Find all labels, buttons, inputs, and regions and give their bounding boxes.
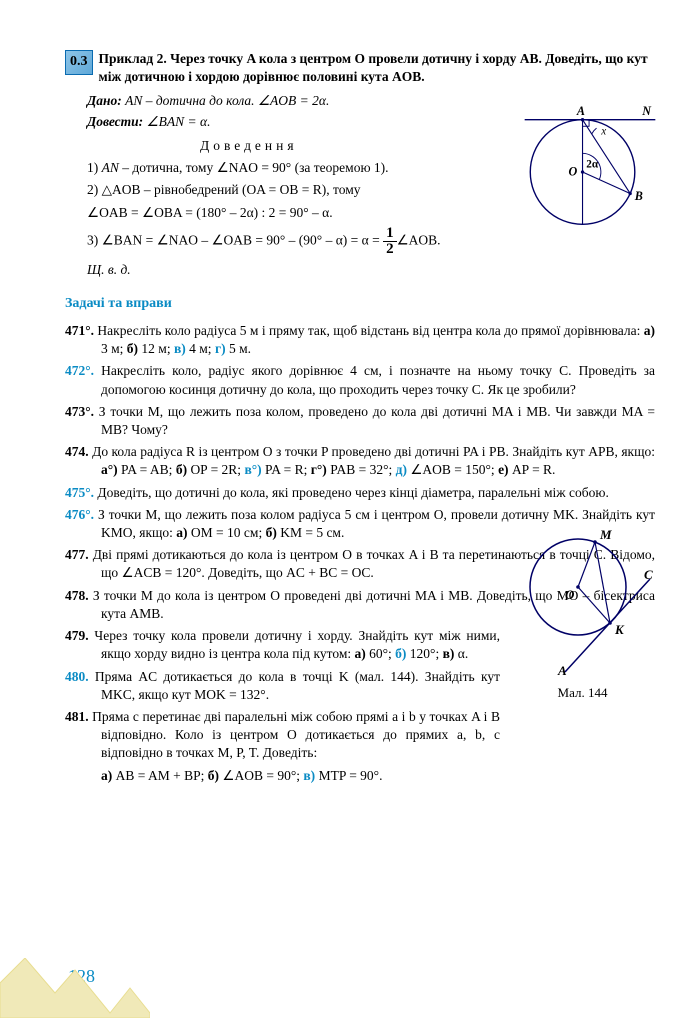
problem-481: 481. Пряма c перетинає дві паралельні мі… <box>65 708 655 763</box>
p473-num: 473°. <box>65 404 94 419</box>
p475-text: Доведіть, що дотичні до кола, які провед… <box>94 485 609 500</box>
step1a: 1) <box>87 160 102 175</box>
p474b: б) <box>176 462 187 477</box>
p479av: 60°; <box>366 646 395 661</box>
svg-text:O: O <box>565 587 575 602</box>
figure-label: Мал. 144 <box>510 684 655 702</box>
p474a: а°) <box>101 462 118 477</box>
example-title: Приклад 2. Через точку A кола з центром … <box>99 50 656 86</box>
svg-text:A: A <box>557 663 567 677</box>
p479cv: α. <box>454 646 468 661</box>
p481l2b: б) <box>208 768 219 783</box>
main-content: 0.3 Приклад 2. Через точку A кола з цент… <box>65 50 655 785</box>
svg-text:N: N <box>641 104 652 118</box>
dovesti-label: Довести: <box>87 114 143 129</box>
p474f: е) <box>498 462 509 477</box>
section-title: Задачі та вправи <box>65 295 655 314</box>
p474-text: До кола радіуса R із центром O з точки P… <box>89 444 655 459</box>
problem-473: 473°. З точки M, що лежить поза колом, п… <box>65 403 655 439</box>
p472-text: Накресліть коло, радіус якого дорівнює 4… <box>94 363 655 396</box>
p471bv: 12 м; <box>138 341 174 356</box>
step3b: ∠AOB. <box>397 232 441 247</box>
p474d: г°) <box>311 462 327 477</box>
p471c: в) <box>174 341 186 356</box>
p474fv: AP = R. <box>509 462 556 477</box>
p472-num: 472°. <box>65 363 94 378</box>
p479a: а) <box>355 646 366 661</box>
dano-text: AN – дотична до кола. ∠AOB = 2α. <box>122 93 330 108</box>
svg-text:x: x <box>600 126 606 138</box>
p481-text: Пряма c перетинає дві паралельні між соб… <box>89 709 500 760</box>
circle-diagram-1: A N O B x 2α <box>520 102 660 242</box>
p480-text: Пряма AC дотикається до кола в точці K (… <box>89 669 500 702</box>
problem-475: 475°. Доведіть, що дотичні до кола, які … <box>65 484 655 502</box>
p474c: в°) <box>244 462 261 477</box>
p476av: OM = 10 см; <box>188 525 266 540</box>
p476a: а) <box>176 525 187 540</box>
p479-num: 479. <box>65 628 89 643</box>
p474dv: PAB = 32°; <box>327 462 396 477</box>
p471b: б) <box>127 341 138 356</box>
p476bv: KM = 5 см. <box>277 525 345 540</box>
p481l2cv: MTP = 90°. <box>315 768 382 783</box>
p481-num: 481. <box>65 709 89 724</box>
p471cv: 4 м; <box>186 341 215 356</box>
p479bv: 120°; <box>406 646 442 661</box>
problem-471: 471°. Накресліть коло радіуса 5 м і прям… <box>65 322 655 358</box>
p474e: д) <box>396 462 407 477</box>
p474ev: ∠AOB = 150°; <box>407 462 498 477</box>
p471av: 3 м; <box>101 341 127 356</box>
p473-text: З точки M, що лежить поза колом, проведе… <box>94 404 655 437</box>
p479c: в) <box>443 646 455 661</box>
example-header: 0.3 Приклад 2. Через точку A кола з цент… <box>65 50 655 86</box>
p474bv: OP = 2R; <box>187 462 244 477</box>
svg-text:K: K <box>614 622 625 637</box>
fraction-half: 12 <box>383 226 397 257</box>
p478-num: 478. <box>65 588 89 603</box>
problem-472: 472°. Накресліть коло, радіус якого дорі… <box>65 362 655 398</box>
p479b: б) <box>395 646 406 661</box>
p474av: PA = AB; <box>118 462 176 477</box>
p471dv: 5 м. <box>226 341 251 356</box>
p477-num: 477. <box>65 547 89 562</box>
svg-text:2α: 2α <box>586 158 599 170</box>
step1b: AN <box>102 160 119 175</box>
badge: 0.3 <box>65 50 93 75</box>
p471a: а) <box>644 323 655 338</box>
p481l2c: в) <box>303 768 315 783</box>
step1c: – дотична, тому ∠NAO = 90° (за теоремою … <box>119 160 389 175</box>
p481l2bv: ∠AOB = 90°; <box>219 768 303 783</box>
svg-text:M: M <box>599 527 612 542</box>
svg-text:C: C <box>644 567 653 582</box>
svg-text:B: B <box>634 189 643 203</box>
problem-474: 474. До кола радіуса R із центром O з то… <box>65 443 655 479</box>
svg-text:O: O <box>569 165 578 179</box>
p471d: г) <box>215 341 226 356</box>
circle-diagram-2: M O K A C <box>510 517 655 677</box>
p471-text: Накресліть коло радіуса 5 м і пряму так,… <box>94 323 644 338</box>
circle-diagram-2-container: M O K A C Мал. 144 <box>510 517 655 697</box>
p476b: б) <box>266 525 277 540</box>
p471-num: 471°. <box>65 323 94 338</box>
p475-num: 475°. <box>65 485 94 500</box>
svg-text:A: A <box>576 104 585 118</box>
p474cv: PA = R; <box>262 462 311 477</box>
p474-num: 474. <box>65 444 89 459</box>
p476-num: 476°. <box>65 507 94 522</box>
p481l2av: AB = AM + BP; <box>112 768 208 783</box>
problem-481-line2: а) AB = AM + BP; б) ∠AOB = 90°; в) MTP =… <box>65 767 655 785</box>
p481l2a: а) <box>101 768 112 783</box>
step3a: 3) ∠BAN = ∠NAO – ∠OAB = 90° – (90° – α) … <box>87 232 383 247</box>
qed: Щ. в. д. <box>65 261 655 279</box>
p480-num: 480. <box>65 669 89 684</box>
dovesti-text: ∠BAN = α. <box>143 114 210 129</box>
mountain-decoration-icon <box>0 958 150 1018</box>
dano-label: Дано: <box>87 93 122 108</box>
